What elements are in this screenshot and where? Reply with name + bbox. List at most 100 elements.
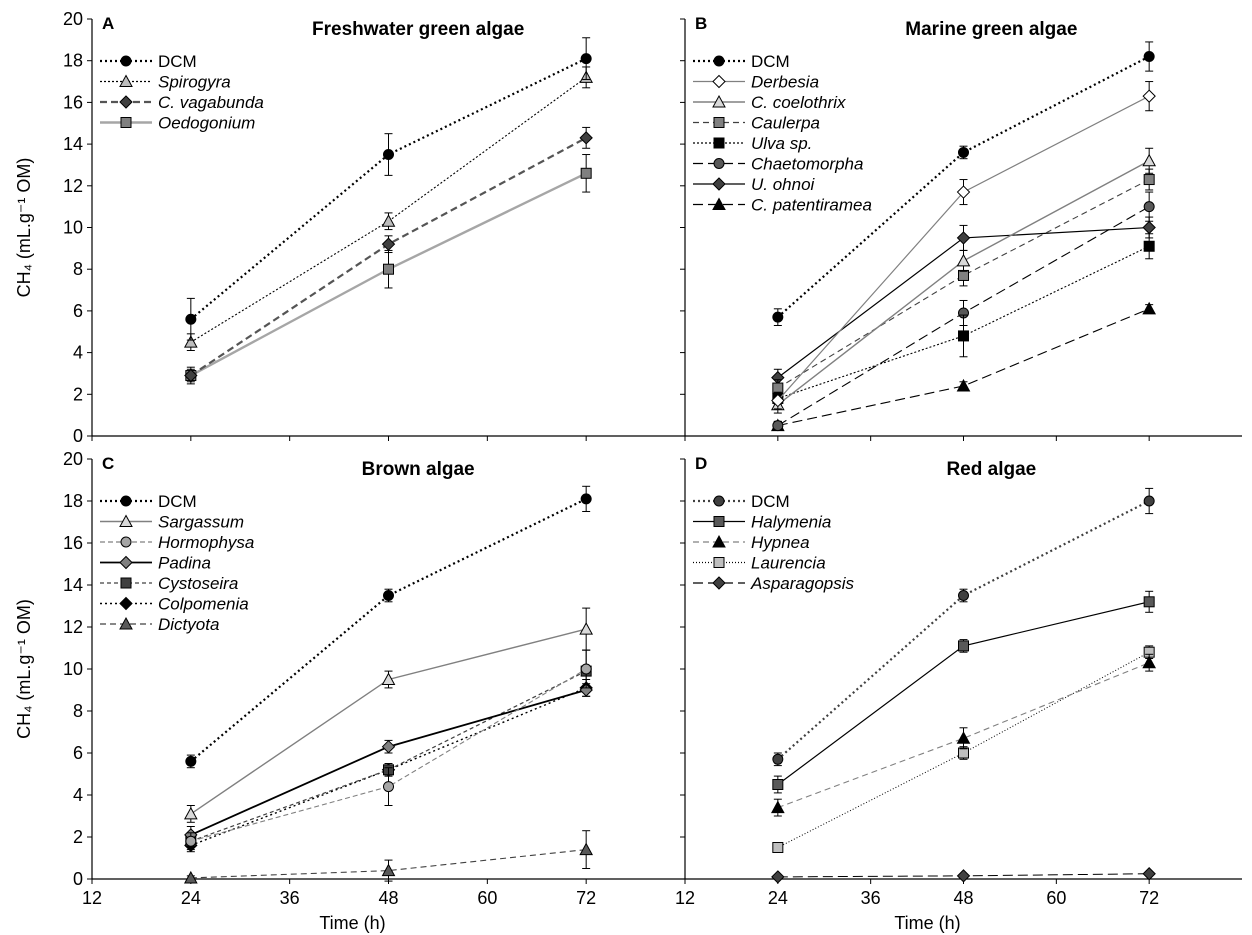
series-line <box>190 668 587 842</box>
x-tick-label: 48 <box>953 888 973 908</box>
series-halymenia <box>772 590 1155 794</box>
legend-marker <box>713 117 725 128</box>
data-point <box>184 368 198 383</box>
y-tick-label: 14 <box>63 575 83 595</box>
y-tick-label: 6 <box>73 743 83 763</box>
data-point <box>772 311 784 323</box>
legend-marker <box>712 94 726 108</box>
panel-letter: A <box>102 14 114 33</box>
legend-item: C. patentiramea <box>693 196 872 215</box>
data-point <box>183 335 198 348</box>
legend-label: Chaetomorpha <box>751 155 863 174</box>
legend-label: U. ohnoi <box>751 175 816 194</box>
legend-label: Padina <box>158 554 211 573</box>
x-tick-label: 12 <box>82 888 102 908</box>
panel-d: 12 24 36 48 60 72 Time (h) D Red algae DCM Halymen… <box>675 454 1242 933</box>
data-point <box>381 672 396 685</box>
data-point <box>958 269 969 281</box>
data-point <box>958 747 969 759</box>
series-line <box>777 245 1150 399</box>
series-dcm <box>772 487 1155 767</box>
legend-label: Hypnea <box>751 533 810 552</box>
data-point <box>381 237 396 251</box>
legend-item: Hypnea <box>693 533 810 552</box>
data-point <box>579 622 594 635</box>
legend-item: C. coelothrix <box>693 93 846 112</box>
panel-title: Red algae <box>946 459 1036 480</box>
data-point <box>1142 153 1157 167</box>
legend-marker <box>712 74 726 89</box>
y-tick-label: 16 <box>63 533 83 553</box>
legend-label: C. vagabunda <box>158 93 264 112</box>
legend-label: DCM <box>158 52 197 71</box>
legend-item: DCM <box>100 52 197 71</box>
y-tick-label: 12 <box>63 176 83 196</box>
series-c-vagabunda <box>184 126 593 383</box>
x-tick-label: 72 <box>1139 888 1159 908</box>
legend-marker <box>713 55 725 67</box>
data-point <box>770 800 785 814</box>
y-tick-label: 10 <box>63 659 83 679</box>
legend-label: Derbesia <box>751 73 819 92</box>
legend-item: Caulerpa <box>693 114 820 133</box>
series-oedogonium <box>185 154 592 385</box>
legend-marker <box>119 95 133 109</box>
data-point <box>183 870 198 884</box>
data-point <box>772 842 784 853</box>
panel-title: Marine green algae <box>905 19 1077 40</box>
legend-item: Spirogyra <box>100 73 231 92</box>
x-tick-label: 60 <box>1046 888 1066 908</box>
series-laurencia <box>772 645 1155 853</box>
series-line <box>190 76 587 343</box>
legend-label: Asparagopsis <box>750 574 855 593</box>
series-dcm <box>185 37 592 341</box>
data-point <box>381 739 396 754</box>
legend-marker <box>713 557 725 568</box>
y-tick-label: 8 <box>73 259 83 279</box>
y-tick-label: 4 <box>73 343 83 363</box>
data-point <box>383 149 394 161</box>
legend-marker <box>119 514 133 527</box>
data-point <box>958 640 969 652</box>
series-line <box>777 179 1150 389</box>
x-axis-label: Time (h) <box>319 913 385 933</box>
series-line <box>190 670 587 842</box>
legend-label: Dictyota <box>158 615 219 634</box>
legend-item: C. vagabunda <box>100 93 264 112</box>
data-point <box>772 382 784 394</box>
y-tick-label: 20 <box>63 9 83 29</box>
legend-marker <box>712 177 726 191</box>
legend-label: DCM <box>751 52 790 71</box>
legend-marker <box>712 197 726 210</box>
series-sargassum <box>183 607 594 823</box>
data-point <box>183 806 198 820</box>
x-tick-label: 72 <box>576 888 596 908</box>
legend-label: Colpomenia <box>158 595 249 614</box>
legend-label: Halymenia <box>751 513 831 532</box>
x-axis-label: Time (h) <box>894 913 960 933</box>
data-point <box>580 167 592 179</box>
legend-marker <box>119 74 133 87</box>
legend-marker <box>119 596 133 611</box>
legend-item: Laurencia <box>693 554 826 573</box>
series-asparagopsis <box>771 867 1156 884</box>
legend-marker <box>119 555 133 570</box>
x-tick-label: 24 <box>768 888 788 908</box>
data-point <box>956 185 971 199</box>
legend-marker <box>119 616 133 630</box>
legend-item: Derbesia <box>693 73 819 92</box>
series-dictyota <box>183 830 594 884</box>
y-tick-label: 14 <box>63 134 83 154</box>
legend-item: Cystoseira <box>100 574 238 593</box>
series-line <box>777 651 1150 848</box>
data-point <box>1143 495 1155 507</box>
legend-item: Halymenia <box>693 513 831 532</box>
y-tick-label: 18 <box>63 491 83 511</box>
legend-label: C. coelothrix <box>751 93 846 112</box>
legend-label: Hormophysa <box>158 533 254 552</box>
data-point <box>579 842 594 856</box>
